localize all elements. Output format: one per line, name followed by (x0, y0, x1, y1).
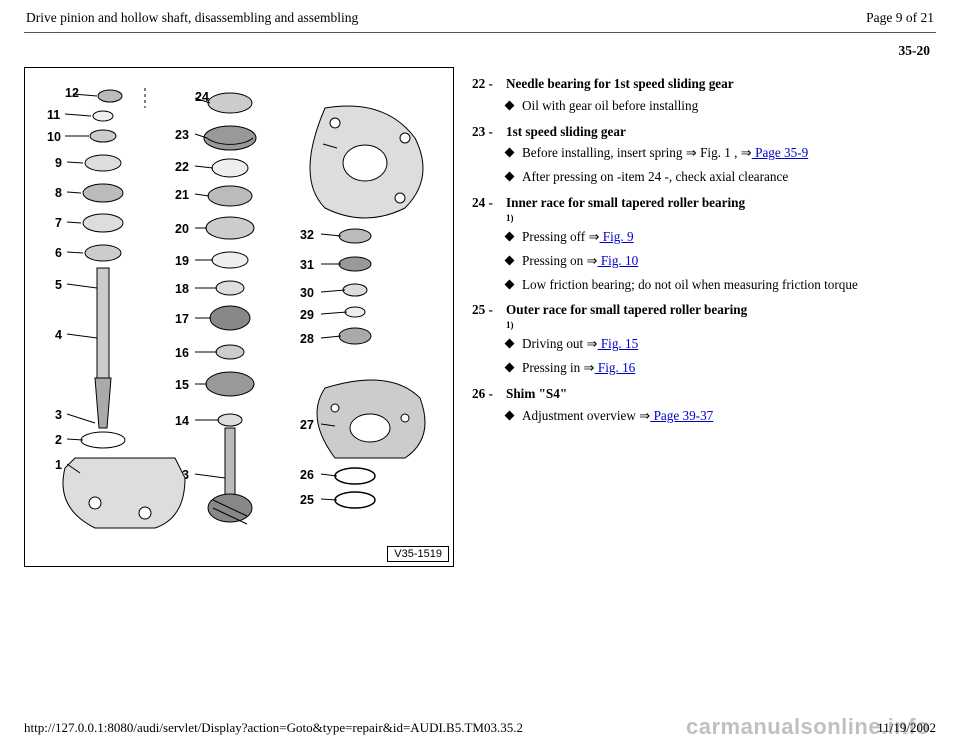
reference-link[interactable]: Page 35-9 (752, 145, 808, 160)
item-bullet: Pressing in ⇒ Fig. 16 (506, 359, 936, 377)
item-footnote-ref: 1) (506, 319, 936, 331)
item-title: Inner race for small tapered roller bear… (506, 194, 745, 212)
item-bullet: Pressing off ⇒ Fig. 9 (506, 228, 936, 246)
reference-link[interactable]: Fig. 10 (598, 253, 639, 268)
item-heading: 22 -Needle bearing for 1st speed sliding… (472, 75, 936, 93)
item-bullet: Oil with gear oil before installing (506, 97, 936, 115)
item-bullet: Driving out ⇒ Fig. 15 (506, 335, 936, 353)
header-rule (24, 32, 936, 33)
item-title: Needle bearing for 1st speed sliding gea… (506, 75, 734, 93)
item-number: 26 - (472, 385, 506, 403)
item-title: 1st speed sliding gear (506, 123, 626, 141)
item-bullet-list: Oil with gear oil before installing (506, 97, 936, 115)
footer-url: http://127.0.0.1:8080/audi/servlet/Displ… (24, 720, 523, 736)
item-bullet: Pressing on ⇒ Fig. 10 (506, 252, 936, 270)
footer-date: 11/19/2002 (877, 720, 936, 736)
item-number: 25 - (472, 301, 506, 319)
item-number: 23 - (472, 123, 506, 141)
item-title: Shim "S4" (506, 385, 567, 403)
item-bullet-list: Pressing off ⇒ Fig. 9 Pressing on ⇒ Fig. … (506, 228, 936, 293)
arrow-icon: ⇒ (686, 144, 697, 162)
item-heading: 23 -1st speed sliding gear (472, 123, 936, 141)
item-heading: 26 -Shim "S4" (472, 385, 936, 403)
item-number: 24 - (472, 194, 506, 212)
item-bullet-list: Before installing, insert spring ⇒ Fig. … (506, 144, 936, 186)
item-title: Outer race for small tapered roller bear… (506, 301, 747, 319)
item-number: 22 - (472, 75, 506, 93)
item-bullet-list: Driving out ⇒ Fig. 15 Pressing in ⇒ Fig. … (506, 335, 936, 377)
arrow-icon: ⇒ (584, 359, 595, 377)
item-heading: 25 -Outer race for small tapered roller … (472, 301, 936, 319)
reference-link[interactable]: Fig. 16 (595, 360, 636, 375)
arrow-icon: ⇒ (588, 228, 599, 246)
exploded-diagram: 12 11 10 9 8 7 6 5 4 3 2 1 24 23 22 21 2… (24, 67, 454, 567)
item-bullet: Before installing, insert spring ⇒ Fig. … (506, 144, 936, 162)
diagram-svg (25, 68, 455, 568)
item-bullet: Adjustment overview ⇒ Page 39-37 (506, 407, 936, 425)
figure-id-label: V35-1519 (387, 546, 449, 562)
arrow-icon: ⇒ (639, 407, 650, 425)
item-bullet: Low friction bearing; do not oil when me… (506, 276, 936, 294)
item-bullet: After pressing on -item 24 -, check axia… (506, 168, 936, 186)
page-number: Page 9 of 21 (866, 10, 934, 26)
reference-link[interactable]: Page 39-37 (650, 408, 713, 423)
arrow-icon: ⇒ (586, 335, 597, 353)
page-title: Drive pinion and hollow shaft, disassemb… (26, 10, 358, 26)
reference-link[interactable]: Fig. 15 (598, 336, 639, 351)
reference-link[interactable]: Fig. 9 (600, 229, 634, 244)
item-heading: 24 -Inner race for small tapered roller … (472, 194, 936, 212)
parts-list: 22 -Needle bearing for 1st speed sliding… (472, 67, 936, 567)
arrow-icon: ⇒ (741, 144, 752, 162)
item-footnote-ref: 1) (506, 212, 936, 224)
item-bullet-list: Adjustment overview ⇒ Page 39-37 (506, 407, 936, 425)
arrow-icon: ⇒ (586, 252, 597, 270)
section-number: 35-20 (24, 43, 936, 59)
